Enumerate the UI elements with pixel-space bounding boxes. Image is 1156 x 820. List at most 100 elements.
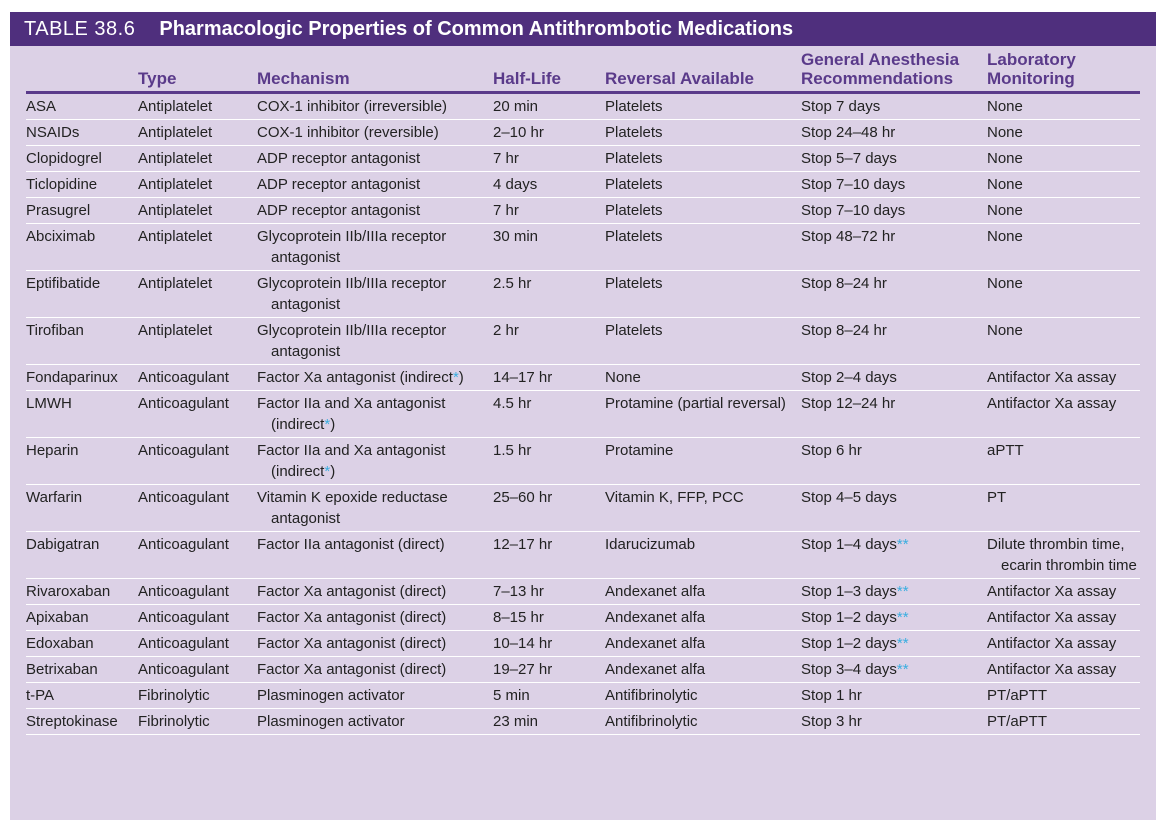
- lab-monitoring-line1: Antifactor Xa assay: [987, 609, 1117, 626]
- cell-mechanism: Factor Xa antagonist (direct): [257, 604, 493, 631]
- half-life: 2 hr: [493, 322, 519, 339]
- drug-name: Apixaban: [26, 609, 89, 626]
- lab-monitoring-line1: None: [987, 275, 1023, 292]
- cell-half-life: 25–60 hr: [493, 484, 605, 532]
- cell-type: Antiplatelet: [138, 270, 257, 318]
- table-row: Heparin Anticoagulant Factor IIa and Xa an…: [26, 437, 1140, 485]
- ga-recommendation: Stop 1–2 days: [801, 635, 897, 652]
- lab-monitoring-line1: Antifactor Xa assay: [987, 369, 1117, 386]
- drug-name: LMWH: [26, 395, 72, 412]
- reversal-agent: Platelets: [605, 275, 663, 292]
- cell-lab-monitoring: None: [987, 171, 1140, 198]
- mechanism-line2: antagonist: [271, 510, 341, 527]
- table-row: Betrixaban Anticoagulant Factor Xa antagon…: [26, 656, 1140, 683]
- ga-recommendation: Stop 4–5 days: [801, 489, 897, 506]
- reversal-agent: Antifibrinolytic: [605, 687, 698, 704]
- cell-reversal: Andexanet alfa: [605, 630, 801, 657]
- cell-half-life: 7–13 hr: [493, 578, 605, 605]
- column-header-mechanism: Mechanism: [257, 46, 493, 94]
- mechanism-line1: Factor Xa antagonist (direct): [257, 609, 447, 626]
- column-header-lab-monitoring: Laboratory Monitoring: [987, 46, 1140, 94]
- mechanism-line2: antagonist: [271, 296, 341, 313]
- drug-name: Heparin: [26, 442, 79, 459]
- mechanism-line1: Factor Xa antagonist (direct): [257, 635, 447, 652]
- table-row: Apixaban Anticoagulant Factor Xa antagonis…: [26, 604, 1140, 631]
- column-header-line2: Reversal Available: [605, 69, 754, 88]
- lab-monitoring-line1: PT/aPTT: [987, 713, 1048, 730]
- half-life: 7–13 hr: [493, 583, 544, 600]
- half-life: 14–17 hr: [493, 369, 553, 386]
- half-life: 10–14 hr: [493, 635, 553, 652]
- lab-monitoring-line2: ecarin thrombin time: [1001, 557, 1137, 574]
- mechanism-line2-wrap: antagonist: [257, 341, 340, 362]
- cell-drug: Eptifibatide: [26, 270, 138, 318]
- column-header-drug: [26, 46, 138, 94]
- cell-drug: Clopidogrel: [26, 145, 138, 172]
- footnote-marker: *: [324, 416, 331, 433]
- cell-type: Anticoagulant: [138, 437, 257, 485]
- table-row: Abciximab Antiplatelet Glycoprotein IIb/II…: [26, 223, 1140, 271]
- reversal-agent: Protamine: [605, 442, 674, 459]
- cell-ga-recommendation: Stop 1–2 days**: [801, 630, 987, 657]
- ga-recommendation: Stop 12–24 hr: [801, 395, 896, 412]
- cell-reversal: Platelets: [605, 197, 801, 224]
- drug-type: Fibrinolytic: [138, 687, 210, 704]
- cell-mechanism: Factor Xa antagonist (direct): [257, 656, 493, 683]
- reversal-agent: Platelets: [605, 228, 663, 245]
- lab-monitoring-line1: PT: [987, 489, 1007, 506]
- drug-name: t-PA: [26, 687, 55, 704]
- drug-name: Abciximab: [26, 228, 96, 245]
- cell-reversal: Platelets: [605, 145, 801, 172]
- column-header-line2: Half-Life: [493, 69, 561, 88]
- cell-lab-monitoring: Antifactor Xa assay: [987, 390, 1140, 438]
- drug-type: Fibrinolytic: [138, 713, 210, 730]
- drug-type: Anticoagulant: [138, 442, 229, 459]
- cell-type: Fibrinolytic: [138, 682, 257, 709]
- cell-reversal: None: [605, 364, 801, 391]
- cell-mechanism: Factor Xa antagonist (indirect*): [257, 364, 493, 391]
- drug-name: Fondaparinux: [26, 369, 118, 386]
- cell-mechanism: ADP receptor antagonist: [257, 145, 493, 172]
- ga-recommendation: Stop 7 days: [801, 98, 881, 115]
- cell-lab-monitoring: None: [987, 145, 1140, 172]
- table-row: Dabigatran Anticoagulant Factor IIa antago…: [26, 531, 1140, 579]
- column-header-line2: Monitoring: [987, 69, 1075, 88]
- lab-monitoring-line1: None: [987, 150, 1023, 167]
- cell-mechanism: Factor IIa and Xa antagonist (indirect*): [257, 437, 493, 485]
- cell-drug: Prasugrel: [26, 197, 138, 224]
- footnote-marker: **: [896, 661, 909, 678]
- ga-recommendation: Stop 8–24 hr: [801, 275, 887, 292]
- drug-name: ASA: [26, 98, 57, 115]
- cell-type: Anticoagulant: [138, 484, 257, 532]
- cell-type: Anticoagulant: [138, 578, 257, 605]
- column-header-line2: Recommendations: [801, 69, 954, 88]
- reversal-agent: Vitamin K, FFP, PCC: [605, 489, 744, 506]
- cell-ga-recommendation: Stop 4–5 days: [801, 484, 987, 532]
- cell-type: Antiplatelet: [138, 317, 257, 365]
- mechanism-line1: Factor Xa antagonist (direct): [257, 661, 447, 678]
- cell-reversal: Platelets: [605, 171, 801, 198]
- cell-half-life: 10–14 hr: [493, 630, 605, 657]
- cell-mechanism: Factor Xa antagonist (direct): [257, 578, 493, 605]
- table-row: Ticlopidine Antiplatelet ADP receptor anta…: [26, 171, 1140, 198]
- footnote-marker: *: [324, 463, 331, 480]
- header-row: Type Mechanism Half-Life Reversal Available…: [26, 46, 1140, 94]
- cell-reversal: Vitamin K, FFP, PCC: [605, 484, 801, 532]
- mechanism-line2: antagonist: [271, 343, 341, 360]
- cell-ga-recommendation: Stop 1–3 days**: [801, 578, 987, 605]
- table-row: Clopidogrel Antiplatelet ADP receptor anta…: [26, 145, 1140, 172]
- reversal-agent: Antifibrinolytic: [605, 713, 698, 730]
- cell-mechanism: Plasminogen activator: [257, 682, 493, 709]
- table-page: TABLE 38.6 Pharmacologic Properties of C…: [10, 12, 1156, 820]
- cell-lab-monitoring: Antifactor Xa assay: [987, 630, 1140, 657]
- footnote-marker: **: [896, 536, 909, 553]
- half-life: 8–15 hr: [493, 609, 544, 626]
- table-body: ASA Antiplatelet COX-1 inhibitor (irrevers…: [26, 92, 1140, 735]
- ga-recommendation: Stop 1–2 days: [801, 609, 897, 626]
- cell-ga-recommendation: Stop 12–24 hr: [801, 390, 987, 438]
- reversal-agent: Andexanet alfa: [605, 635, 706, 652]
- drug-name: Clopidogrel: [26, 150, 102, 167]
- cell-ga-recommendation: Stop 3–4 days**: [801, 656, 987, 683]
- reversal-agent: Protamine (partial reversal): [605, 395, 786, 412]
- cell-mechanism: Factor IIa and Xa antagonist (indirect*): [257, 390, 493, 438]
